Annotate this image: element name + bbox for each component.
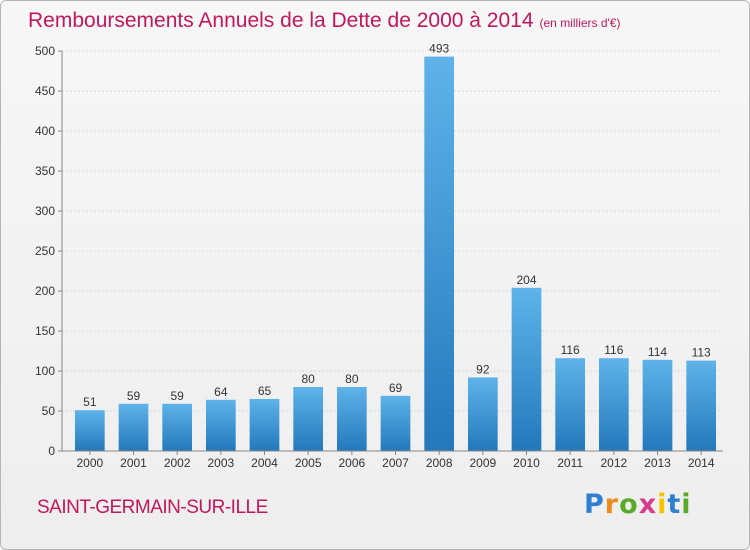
chart-unit: (en milliers d'€) — [539, 16, 621, 30]
value-label-2010: 204 — [516, 273, 536, 287]
bar-2004 — [249, 399, 280, 451]
chart-title: Remboursements Annuels de la Dette de 20… — [28, 9, 621, 33]
value-label-2007: 69 — [389, 381, 403, 395]
bar-2009 — [467, 377, 498, 451]
value-label-2001: 59 — [127, 389, 141, 403]
proxiti-logo: Proxiti — [584, 489, 692, 520]
value-label-2013: 114 — [648, 345, 667, 359]
x-tick-label-2005: 2005 — [295, 456, 322, 470]
chart-title-text: Remboursements Annuels de la Dette de 20… — [28, 9, 534, 32]
y-tick-label: 450 — [35, 84, 55, 98]
bar-2001 — [118, 403, 149, 451]
logo-letter: i — [657, 489, 668, 520]
logo-letter: o — [619, 489, 639, 520]
x-tick-label-2001: 2001 — [120, 456, 147, 470]
bars: 51 59 59 64 65 80 80 69 493 92 204 116 116 114 113 — [74, 42, 717, 451]
commune-name: SAINT-GERMAIN-SUR-ILLE — [37, 497, 268, 518]
y-tick-label: 50 — [42, 404, 56, 418]
value-label-2006: 80 — [345, 372, 359, 386]
y-tick-label: 0 — [48, 444, 55, 458]
x-tick-label-2012: 2012 — [600, 456, 627, 470]
value-label-2014: 113 — [692, 346, 711, 360]
y-tick-label: 500 — [35, 44, 55, 58]
gridlines — [62, 50, 723, 412]
logo-letter: P — [584, 489, 605, 520]
y-tick-label: 100 — [35, 364, 55, 378]
x-tick-label-2011: 2011 — [557, 456, 583, 470]
y-tick-label: 250 — [35, 244, 55, 258]
y-tick-label: 400 — [35, 124, 55, 138]
y-tick-label: 300 — [35, 204, 55, 218]
value-label-2005: 80 — [301, 372, 315, 386]
value-label-2012: 116 — [604, 343, 623, 357]
x-tick-label-2008: 2008 — [426, 456, 453, 470]
bar-2000 — [74, 410, 105, 451]
bar-2007 — [380, 395, 411, 451]
bar-2011 — [555, 358, 586, 451]
x-tick-label-2010: 2010 — [513, 456, 540, 470]
bar-2008 — [424, 56, 455, 451]
value-label-2008: 493 — [429, 42, 449, 56]
value-label-2009: 92 — [476, 362, 490, 376]
bar-2014 — [686, 360, 717, 451]
bar-2002 — [162, 403, 193, 451]
x-tick-label-2014: 2014 — [688, 456, 715, 470]
logo-letter: i — [681, 489, 692, 520]
bar-2003 — [205, 399, 236, 451]
axes: 0 50 100 150 200 250 300 350 400 450 500 2000 2001 20… — [35, 44, 723, 470]
x-tick-label-2002: 2002 — [164, 456, 191, 470]
x-tick-label-2007: 2007 — [382, 456, 409, 470]
x-tick-label-2004: 2004 — [251, 456, 278, 470]
logo-letter: r — [604, 489, 620, 520]
value-label-2011: 116 — [561, 343, 580, 357]
value-label-2003: 64 — [214, 385, 228, 399]
y-tick-label: 350 — [35, 164, 55, 178]
bar-2012 — [598, 358, 629, 451]
x-tick-label-2000: 2000 — [76, 456, 103, 470]
x-tick-label-2003: 2003 — [207, 456, 234, 470]
x-tick-label-2009: 2009 — [469, 456, 496, 470]
logo-letter: t — [667, 489, 682, 520]
value-label-2000: 51 — [83, 395, 97, 409]
bar-2005 — [293, 387, 324, 451]
value-label-2002: 59 — [170, 389, 184, 403]
logo-letter: x — [638, 489, 658, 520]
value-label-2004: 65 — [258, 384, 272, 398]
y-tick-label: 150 — [35, 324, 55, 338]
bar-2013 — [642, 359, 673, 451]
bar-2010 — [511, 287, 542, 451]
bar-2006 — [336, 387, 367, 451]
y-tick-label: 200 — [35, 284, 55, 298]
x-tick-label-2013: 2013 — [644, 456, 671, 470]
x-tick-label-2006: 2006 — [338, 456, 365, 470]
